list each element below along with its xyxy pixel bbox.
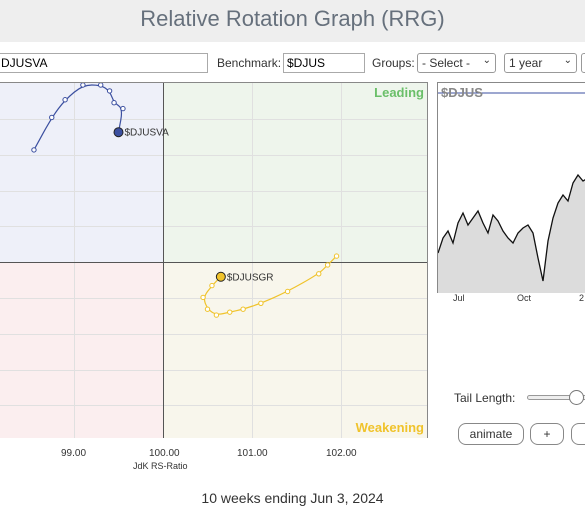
benchmark-chart-label: $DJUS — [441, 85, 483, 100]
benchmark-x-tick: Oct — [517, 293, 532, 303]
extra-button[interactable] — [571, 423, 585, 445]
controls-bar: Benchmark: Groups: - Select - ⌄ 1 year ⌄ — [0, 50, 585, 76]
series-tail-point — [204, 306, 211, 312]
series-tail-point — [62, 97, 68, 103]
chevron-down-icon: ⌄ — [482, 55, 491, 66]
quadrant-lagging — [0, 262, 163, 438]
period-select-value: 1 year — [509, 56, 543, 70]
zoom-in-button[interactable]: + — [530, 423, 564, 445]
x-tick-label: 101.00 — [237, 448, 268, 459]
series-tail-0 — [33, 84, 123, 151]
series-head-point[interactable] — [215, 271, 226, 282]
series-tail-point — [98, 83, 104, 88]
series-tail-point — [49, 114, 55, 121]
date-range-footer: 10 weeks ending Jun 3, 2024 — [201, 490, 384, 506]
series-tail-point — [324, 262, 331, 268]
series-tail-point — [106, 88, 113, 94]
benchmark-input[interactable] — [283, 53, 365, 73]
gridline — [341, 83, 342, 438]
gridline — [74, 83, 75, 438]
gridline — [0, 298, 427, 299]
series-tail-point — [240, 306, 246, 312]
series-tail-point — [200, 294, 206, 301]
tail-length-label: Tail Length: — [454, 391, 516, 405]
benchmark-price-line — [438, 173, 585, 282]
extra-select[interactable] — [581, 53, 585, 73]
gridline — [252, 83, 253, 438]
quadrant-improving — [0, 83, 163, 262]
series-tail-point — [209, 282, 215, 289]
x-tick-label: 100.00 — [149, 448, 180, 459]
benchmark-x-tick: Jul — [453, 293, 465, 303]
gridline — [0, 334, 427, 335]
series-tail-point — [111, 100, 117, 106]
gridline — [0, 405, 427, 406]
rrg-chart: Leading Weakening $DJUSVA $DJUSGR — [0, 82, 428, 438]
series-tail-point — [120, 105, 126, 112]
series-tail-point — [31, 147, 37, 153]
tail-length-slider[interactable] — [527, 395, 585, 400]
series-tail-point — [227, 309, 233, 315]
series-tail-point — [284, 288, 291, 295]
series-tail-point — [80, 83, 86, 88]
series-label: $DJUSGR — [227, 272, 274, 283]
title-bar: Relative Rotation Graph (RRG) — [0, 0, 585, 42]
series-tail-point — [258, 300, 264, 307]
benchmark-label: Benchmark: — [217, 56, 282, 70]
period-select[interactable]: 1 year ⌄ — [504, 53, 577, 73]
series-tail-1 — [203, 255, 337, 315]
gridline — [0, 119, 427, 120]
x-axis-title: JdK RS-Ratio — [133, 461, 188, 471]
page-title: Relative Rotation Graph (RRG) — [140, 6, 445, 31]
groups-select-value: - Select - — [422, 56, 471, 70]
rrg-plot-area: $DJUSVA $DJUSGR — [31, 83, 340, 318]
gridline — [0, 370, 427, 371]
quadrant-leading — [163, 83, 427, 262]
series-label: $DJUSVA — [125, 128, 170, 139]
quadrant-label-leading: Leading — [374, 85, 424, 100]
x-tick-label: 99.00 — [61, 448, 87, 459]
gridline — [0, 191, 427, 192]
rrg-axis-horizontal — [0, 262, 427, 263]
benchmark-x-tick: 2 — [579, 293, 585, 303]
series-head-point[interactable] — [113, 127, 124, 138]
gridline — [0, 226, 427, 227]
chevron-down-icon: ⌄ — [563, 55, 572, 66]
benchmark-price-plot — [438, 92, 585, 293]
x-tick-label: 102.00 — [326, 448, 357, 459]
quadrant-label-weakening: Weakening — [355, 420, 424, 435]
groups-select[interactable]: - Select - ⌄ — [417, 53, 496, 73]
series-tail-point — [333, 253, 340, 259]
series-tail-point — [213, 312, 220, 318]
symbols-input[interactable] — [0, 53, 208, 73]
benchmark-chart: $DJUS — [437, 82, 585, 293]
gridline — [0, 155, 427, 156]
groups-label: Groups: — [372, 56, 415, 70]
animate-button[interactable]: animate — [458, 423, 524, 445]
rrg-axis-vertical — [163, 83, 164, 438]
tail-length-slider-thumb[interactable] — [569, 390, 584, 405]
benchmark-price-area — [438, 175, 585, 293]
series-tail-point — [316, 271, 322, 277]
